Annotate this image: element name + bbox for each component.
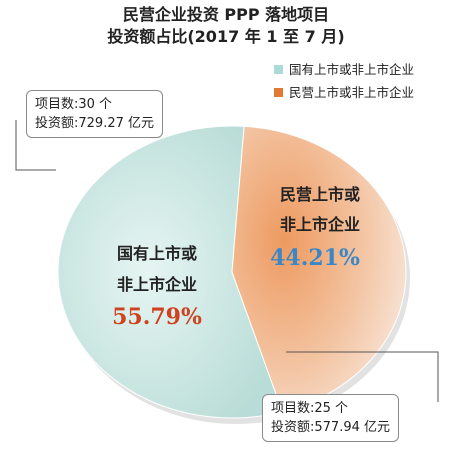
callout-investment-state: 投资额:729.27 亿元	[35, 116, 154, 131]
callout-box-state: 项目数:30 个 投资额:729.27 亿元	[26, 90, 163, 138]
legend-label-private: 民营上市或非上市企业	[289, 85, 414, 100]
slice-percent-state: 55.79%	[112, 304, 202, 330]
slice-label-state-line1: 国有上市或	[117, 244, 197, 263]
slice-percent-private: 44.21%	[270, 245, 360, 271]
callout-projects-private: 项目数:25 个	[271, 401, 349, 416]
chart-title: 民营企业投资 PPP 落地项目 投资额占比(2017 年 1 至 7 月)	[0, 4, 452, 48]
title-line-2: 投资额占比(2017 年 1 至 7 月)	[107, 27, 345, 46]
slice-label-private-line1: 民营上市或	[280, 185, 360, 204]
callout-line-state	[15, 120, 56, 171]
legend-label-state: 国有上市或非上市企业	[289, 62, 414, 77]
callout-investment-private: 投资额:577.94 亿元	[271, 420, 390, 435]
callout-box-private: 项目数:25 个 投资额:577.94 亿元	[262, 394, 399, 442]
title-line-1: 民营企业投资 PPP 落地项目	[122, 5, 330, 24]
callout-line-private	[286, 351, 439, 402]
legend-swatch-state	[274, 65, 283, 74]
slice-label-private-line2: 非上市企业	[280, 215, 360, 234]
callout-projects-state: 项目数:30 个	[35, 97, 113, 112]
legend-swatch-private	[274, 88, 283, 97]
pie-slice-private	[231, 125, 407, 413]
slice-label-state-line2: 非上市企业	[117, 275, 197, 294]
pie-slice-state	[57, 125, 284, 419]
